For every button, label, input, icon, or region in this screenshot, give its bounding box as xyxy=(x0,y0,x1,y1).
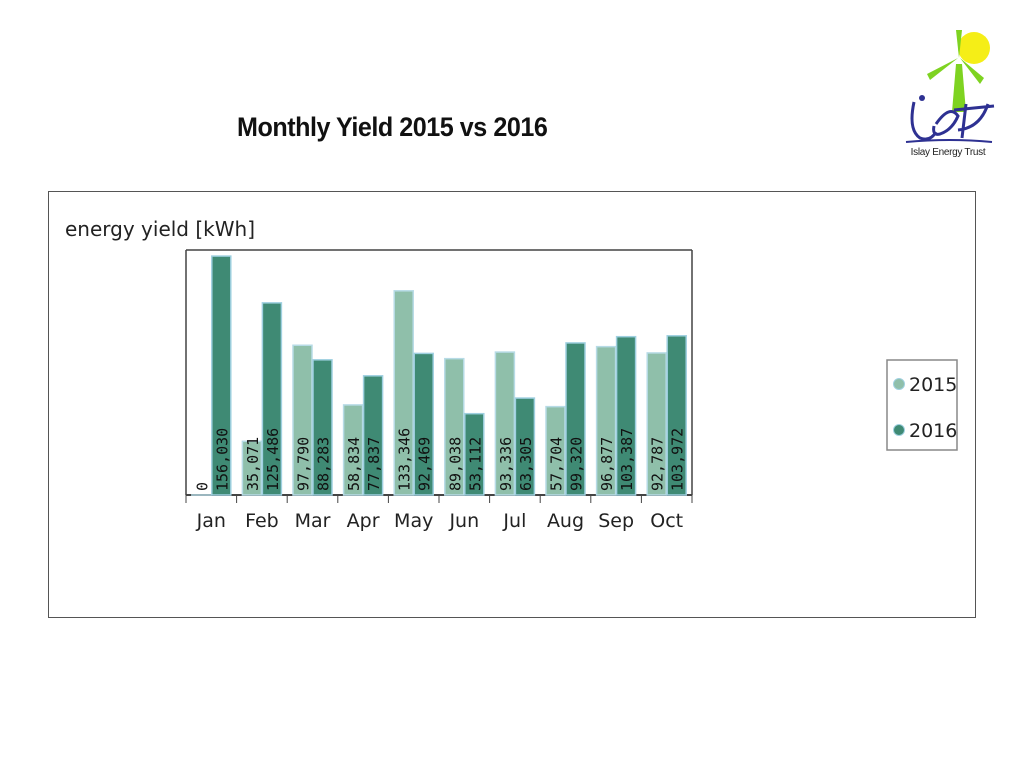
bar-2015-Feb xyxy=(241,440,263,496)
data-label-2016-Feb: 125,486 xyxy=(264,428,282,491)
x-tick-label-Sep: Sep xyxy=(598,510,634,532)
data-label-2016-Sep: 103,387 xyxy=(618,428,636,491)
data-label-2015-Apr: 58,834 xyxy=(345,437,363,491)
x-tick-label-Jun: Jun xyxy=(448,510,479,532)
legend-marker-2016 xyxy=(893,424,905,436)
data-label-2016-May: 92,469 xyxy=(416,437,434,491)
x-tick-label-Apr: Apr xyxy=(347,510,380,532)
data-label-2016-Aug: 99,320 xyxy=(568,437,586,491)
slide-title: Monthly Yield 2015 vs 2016 xyxy=(237,112,548,142)
data-label-2015-Sep: 96,877 xyxy=(598,437,616,491)
bar-2015-Jun xyxy=(444,357,465,496)
bar-2016-Jul xyxy=(514,397,536,496)
data-label-2015-Mar: 97,790 xyxy=(295,437,313,491)
bar-2016-Feb xyxy=(261,302,283,496)
data-label-2015-Aug: 57,704 xyxy=(548,437,566,491)
data-label-2015-Oct: 92,787 xyxy=(649,437,667,491)
data-label-2016-Jan: 156,030 xyxy=(213,428,231,491)
x-tick-label-Aug: Aug xyxy=(547,510,584,532)
data-label-2016-Jun: 53,112 xyxy=(466,437,484,491)
data-label-2016-Oct: 103,972 xyxy=(669,428,687,491)
bar-2016-Sep xyxy=(615,335,637,496)
bar-2016-Jun xyxy=(464,412,485,496)
x-tick-label-Feb: Feb xyxy=(245,510,279,532)
bar-2016-May xyxy=(413,352,434,496)
chart-frame: energy yield [kWh] 0 156,030 Jan 35,071 125,… xyxy=(48,191,976,618)
bar-2016-Jan xyxy=(211,255,232,496)
x-tick-label-Jul: Jul xyxy=(502,510,526,532)
legend-label-2016: 2016 xyxy=(909,420,957,442)
data-label-2016-Jul: 63,305 xyxy=(517,437,535,491)
bar-2015-Apr xyxy=(342,404,364,496)
data-label-2015-Jul: 93,336 xyxy=(497,437,515,491)
x-tick-label-Mar: Mar xyxy=(295,510,331,532)
x-tick-label-Jan: Jan xyxy=(196,510,226,532)
logo-caption: Islay Energy Trust xyxy=(910,147,986,158)
data-label-2016-Apr: 77,837 xyxy=(365,437,383,491)
bar-2015-Oct xyxy=(646,352,667,496)
bar-2016-Aug xyxy=(565,342,586,496)
bar-2016-Mar xyxy=(312,359,333,496)
bar-2015-Sep xyxy=(595,345,617,496)
data-label-2015-Feb: 35,071 xyxy=(244,437,262,491)
bar-2015-Mar xyxy=(292,344,313,496)
x-tick-label-Oct: Oct xyxy=(650,510,683,532)
y-axis-label: energy yield [kWh] xyxy=(65,217,255,241)
bar-2016-Oct xyxy=(666,335,687,496)
bar-chart: energy yield [kWh] 0 156,030 Jan 35,071 125,… xyxy=(65,217,958,532)
legend-marker-2015 xyxy=(893,378,905,390)
x-tick-label-May: May xyxy=(394,510,433,532)
bar-2016-Apr xyxy=(362,375,384,496)
legend-label-2015: 2015 xyxy=(909,374,957,396)
data-label-2015-Jun: 89,038 xyxy=(446,437,464,491)
bar-2015-May xyxy=(393,290,414,496)
bar-2015-Aug xyxy=(545,405,566,496)
bar-2015-Jul xyxy=(494,351,516,496)
data-label-2016-Mar: 88,283 xyxy=(315,437,333,491)
data-label-2015-Jan: 0 xyxy=(193,482,211,491)
data-label-2015-May: 133,346 xyxy=(396,428,414,491)
wind-turbine-logo-icon xyxy=(905,30,995,143)
